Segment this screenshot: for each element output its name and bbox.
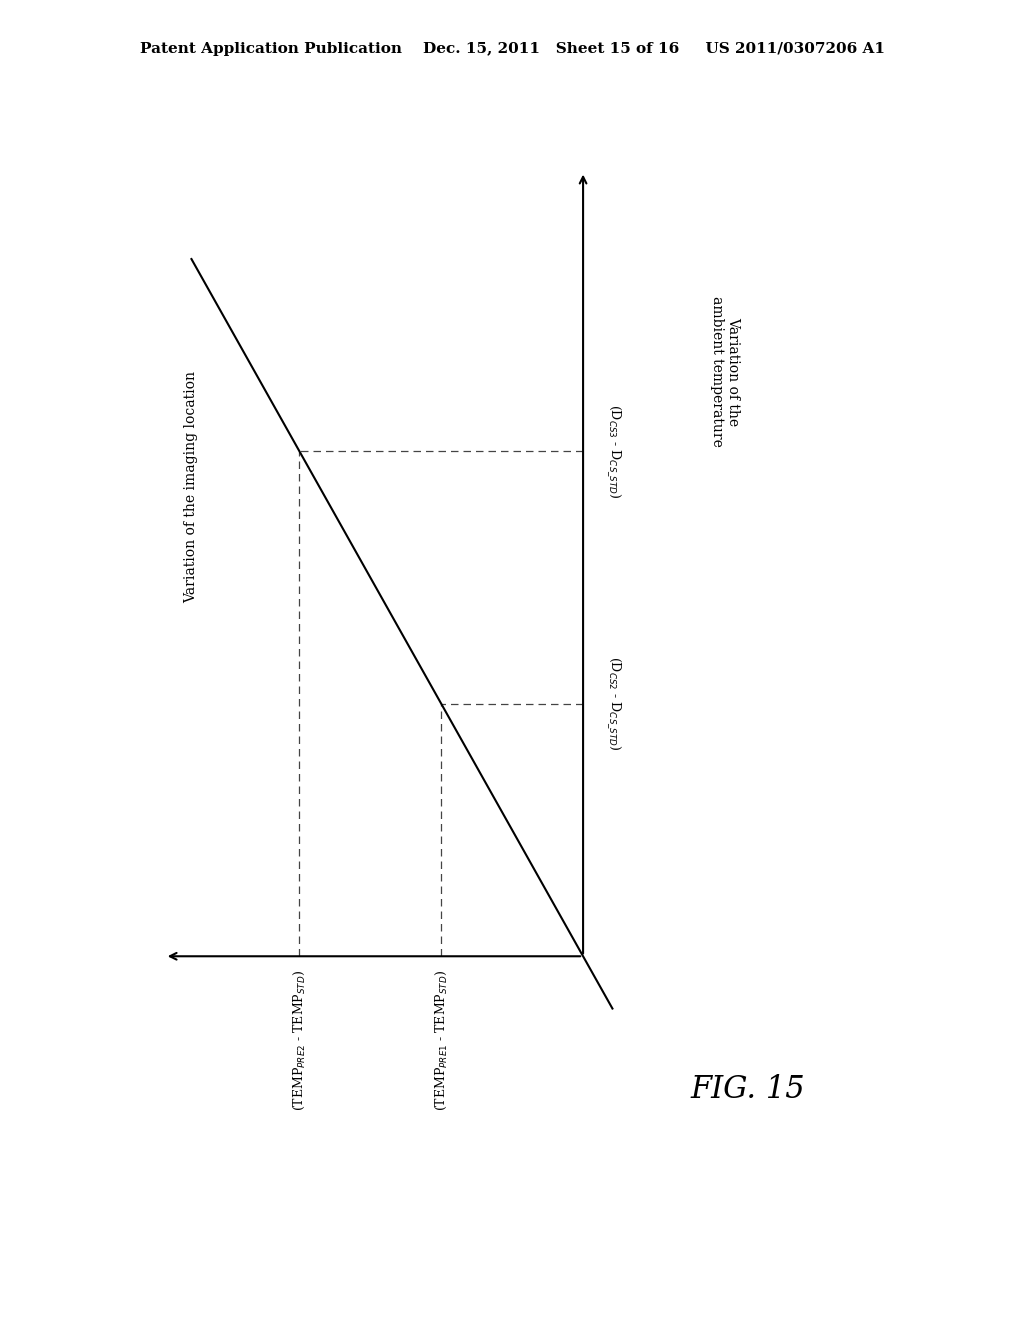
Text: FIG. 15: FIG. 15 [690, 1073, 805, 1105]
Text: (TEMP$_{PRE2}$ - TEMP$_{STD}$): (TEMP$_{PRE2}$ - TEMP$_{STD}$) [292, 970, 307, 1111]
Text: Variation of the
ambient temperature: Variation of the ambient temperature [710, 296, 740, 446]
Text: (TEMP$_{PRE1}$ - TEMP$_{STD}$): (TEMP$_{PRE1}$ - TEMP$_{STD}$) [433, 970, 449, 1111]
Text: (D$_{CS3}$ - D$_{CS\_STD}$): (D$_{CS3}$ - D$_{CS\_STD}$) [605, 404, 624, 499]
Text: Variation of the imaging location: Variation of the imaging location [184, 371, 198, 603]
Text: (D$_{CS2}$ - D$_{CS\_STD}$): (D$_{CS2}$ - D$_{CS\_STD}$) [605, 656, 624, 751]
Text: Patent Application Publication    Dec. 15, 2011   Sheet 15 of 16     US 2011/030: Patent Application Publication Dec. 15, … [139, 42, 885, 57]
